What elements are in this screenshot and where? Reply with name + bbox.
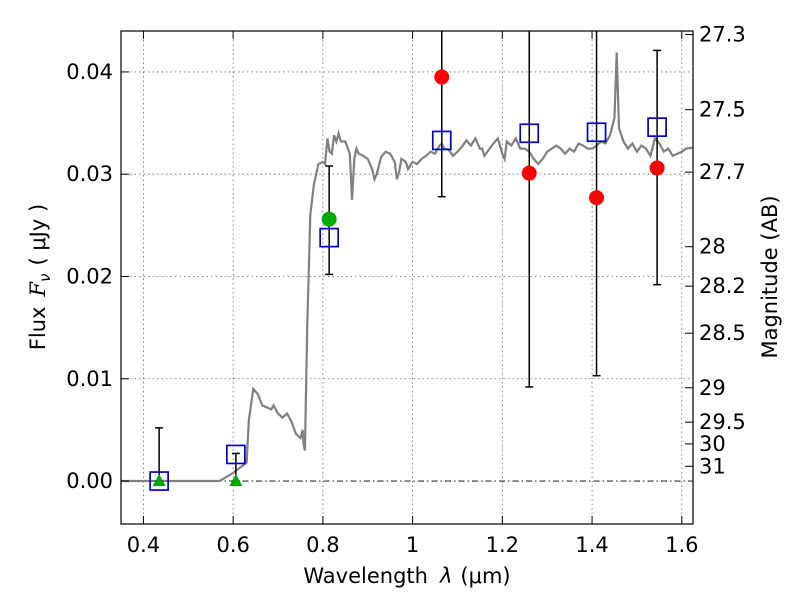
sed-model-curve xyxy=(121,52,693,483)
y-tick-label: 0.04 xyxy=(66,60,113,84)
model-point xyxy=(225,444,246,465)
mag-tick-label: 30 xyxy=(699,432,726,456)
model-point xyxy=(519,123,540,144)
observed-point xyxy=(521,165,537,181)
observed-upper-limit xyxy=(152,474,166,487)
y-tick-label: 0.01 xyxy=(66,367,113,391)
model-point xyxy=(586,122,607,143)
grid-lines xyxy=(121,31,693,524)
mag-tick-label: 29.5 xyxy=(699,410,746,434)
model-point xyxy=(431,130,452,151)
mag-tick-label: 31 xyxy=(699,454,726,478)
y-tick-label: 0.03 xyxy=(66,162,113,186)
plot-frame xyxy=(120,30,694,525)
x-tick-label: 1.2 xyxy=(486,533,519,557)
observed-points xyxy=(152,69,665,487)
observed-point xyxy=(649,160,665,176)
plot-area xyxy=(121,52,693,483)
x-tick-label: 0.8 xyxy=(306,533,339,557)
x-tick-label: 0.6 xyxy=(216,533,249,557)
y-tick-label: 0.00 xyxy=(66,469,113,493)
model-point xyxy=(319,227,340,248)
y-axis-title: FluxFν( μJy ) xyxy=(26,204,54,350)
mag-tick-label: 27.3 xyxy=(699,23,746,47)
mag-tick-label: 27.5 xyxy=(699,98,746,122)
x-tick-label: 0.4 xyxy=(127,533,160,557)
x-ticks: 0.4 0.6 0.8 1 1.2 1.4 1.6 xyxy=(127,31,698,557)
model-point xyxy=(647,117,667,137)
x-tick-label: 1.6 xyxy=(665,533,698,557)
observed-upper-limit xyxy=(229,474,243,487)
x-tick-label: 1.4 xyxy=(575,533,608,557)
y-tick-label: 0.02 xyxy=(66,264,113,288)
x-axis-title: Wavelength λ (μm) xyxy=(303,564,510,588)
y2-axis-title: Magnitude (AB) xyxy=(758,195,782,358)
mag-tick-label: 28.5 xyxy=(699,321,746,345)
model-point xyxy=(149,471,169,491)
mag-tick-label: 28.2 xyxy=(699,274,746,298)
mag-tick-label: 28 xyxy=(699,235,726,259)
y-ticks: 0.00 0.01 0.02 0.03 0.04 xyxy=(66,60,129,493)
observed-point xyxy=(589,190,605,206)
x-tick-label: 1 xyxy=(406,533,419,557)
observed-point xyxy=(321,211,337,227)
mag-tick-label: 27.7 xyxy=(699,160,746,184)
mag-tick-label: 29 xyxy=(699,376,726,400)
observed-point xyxy=(434,69,450,85)
error-bars xyxy=(155,31,662,482)
model-points xyxy=(149,117,667,491)
